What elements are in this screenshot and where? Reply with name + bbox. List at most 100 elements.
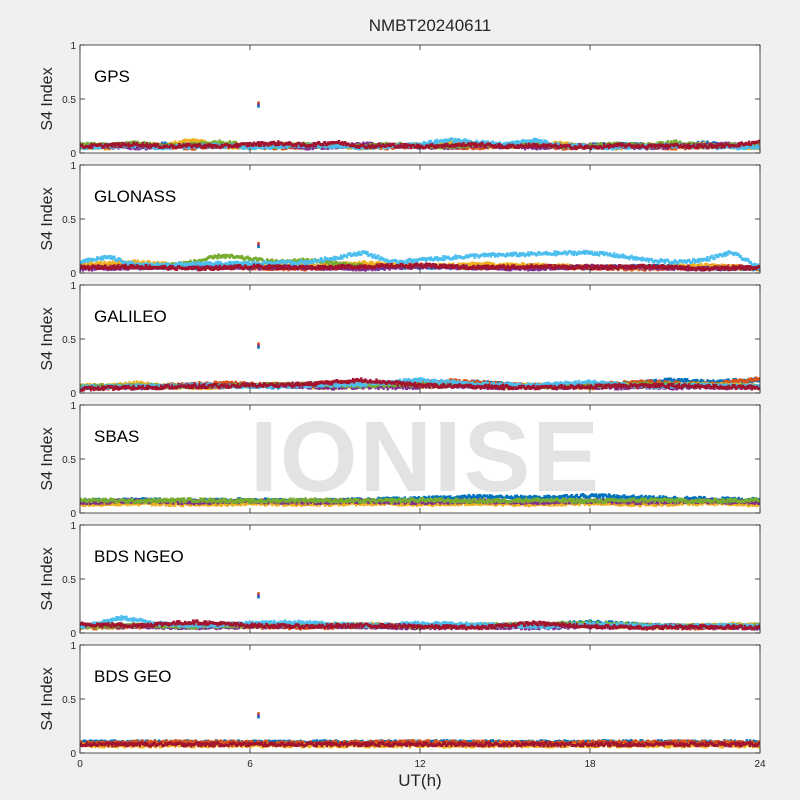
data-point [696, 143, 699, 147]
data-point [226, 143, 229, 147]
data-point [156, 142, 160, 146]
data-point [715, 143, 718, 147]
data-point [402, 142, 405, 146]
data-point [116, 142, 119, 146]
data-point [105, 143, 108, 147]
data-point [573, 145, 576, 149]
data-point [90, 145, 94, 149]
data-point [337, 139, 341, 143]
data-point [517, 144, 520, 148]
data-point [114, 145, 117, 148]
data-point [575, 143, 578, 147]
data-point [620, 147, 623, 151]
data-point [422, 140, 426, 144]
data-point [273, 140, 276, 144]
data-point [434, 139, 437, 143]
data-point [538, 139, 541, 143]
data-point [426, 142, 430, 146]
data-point [184, 144, 187, 148]
data-point [429, 139, 433, 143]
data-point [415, 143, 419, 147]
data-point [524, 145, 527, 149]
data-point [243, 144, 247, 148]
data-point [398, 145, 401, 149]
data-point [201, 140, 204, 144]
data-point [232, 140, 235, 144]
data-point [674, 139, 678, 143]
data-point [527, 144, 530, 148]
data-point [582, 146, 586, 150]
data-point [218, 139, 221, 143]
data-point [411, 142, 415, 146]
data-point [738, 144, 741, 148]
data-point [559, 140, 562, 144]
data-point [685, 143, 689, 147]
data-point [236, 145, 240, 149]
data-point [433, 141, 436, 145]
data-point [89, 143, 93, 147]
data-point [257, 144, 261, 147]
data-point [473, 144, 476, 148]
data-point [340, 141, 344, 145]
data-point [475, 146, 478, 150]
data-point [535, 145, 538, 149]
data-point [543, 139, 546, 143]
data-point [211, 145, 214, 149]
data-point [442, 142, 445, 145]
figure-title: NMBT20240611 [0, 16, 800, 36]
data-point [295, 144, 298, 148]
data-layer [80, 137, 760, 151]
data-point [287, 142, 290, 146]
data-point [719, 143, 722, 147]
data-point [717, 144, 720, 148]
data-point [656, 145, 659, 149]
data-point [454, 137, 457, 141]
data-point [743, 145, 746, 149]
data-point [207, 144, 210, 148]
data-point [498, 141, 502, 145]
data-point [120, 144, 123, 148]
data-point [100, 142, 103, 146]
data-point [403, 145, 406, 149]
data-point [258, 141, 262, 145]
data-point [374, 145, 377, 149]
data-point [276, 143, 279, 147]
data-point [409, 146, 413, 150]
data-point [458, 145, 461, 149]
data-point [616, 142, 619, 146]
data-point [506, 145, 510, 149]
data-point [472, 142, 475, 146]
data-point [486, 140, 489, 144]
data-point [178, 143, 181, 146]
data-point [270, 146, 273, 150]
data-point [423, 146, 427, 150]
data-point [672, 139, 676, 143]
data-point [531, 145, 534, 149]
data-point [427, 146, 431, 149]
data-point [144, 144, 147, 148]
data-point [754, 146, 758, 150]
data-point [479, 144, 482, 147]
data-point [343, 141, 347, 144]
data-point [603, 143, 606, 147]
data-point [436, 138, 439, 142]
data-point [117, 144, 120, 148]
data-point [554, 147, 557, 151]
data-point [536, 147, 539, 151]
data-point [376, 144, 379, 148]
data-point [750, 146, 754, 150]
data-point [448, 141, 451, 145]
data-point [277, 146, 280, 150]
data-point [589, 142, 593, 146]
data-point [279, 146, 282, 150]
data-point [306, 147, 309, 151]
data-point [524, 147, 527, 151]
data-point [399, 143, 402, 146]
y-tick-label: 1 [70, 41, 76, 52]
data-point [707, 146, 710, 150]
data-point [687, 145, 690, 149]
data-point [453, 140, 456, 144]
data-point [737, 142, 740, 146]
data-point [474, 142, 477, 145]
data-point [392, 143, 395, 146]
